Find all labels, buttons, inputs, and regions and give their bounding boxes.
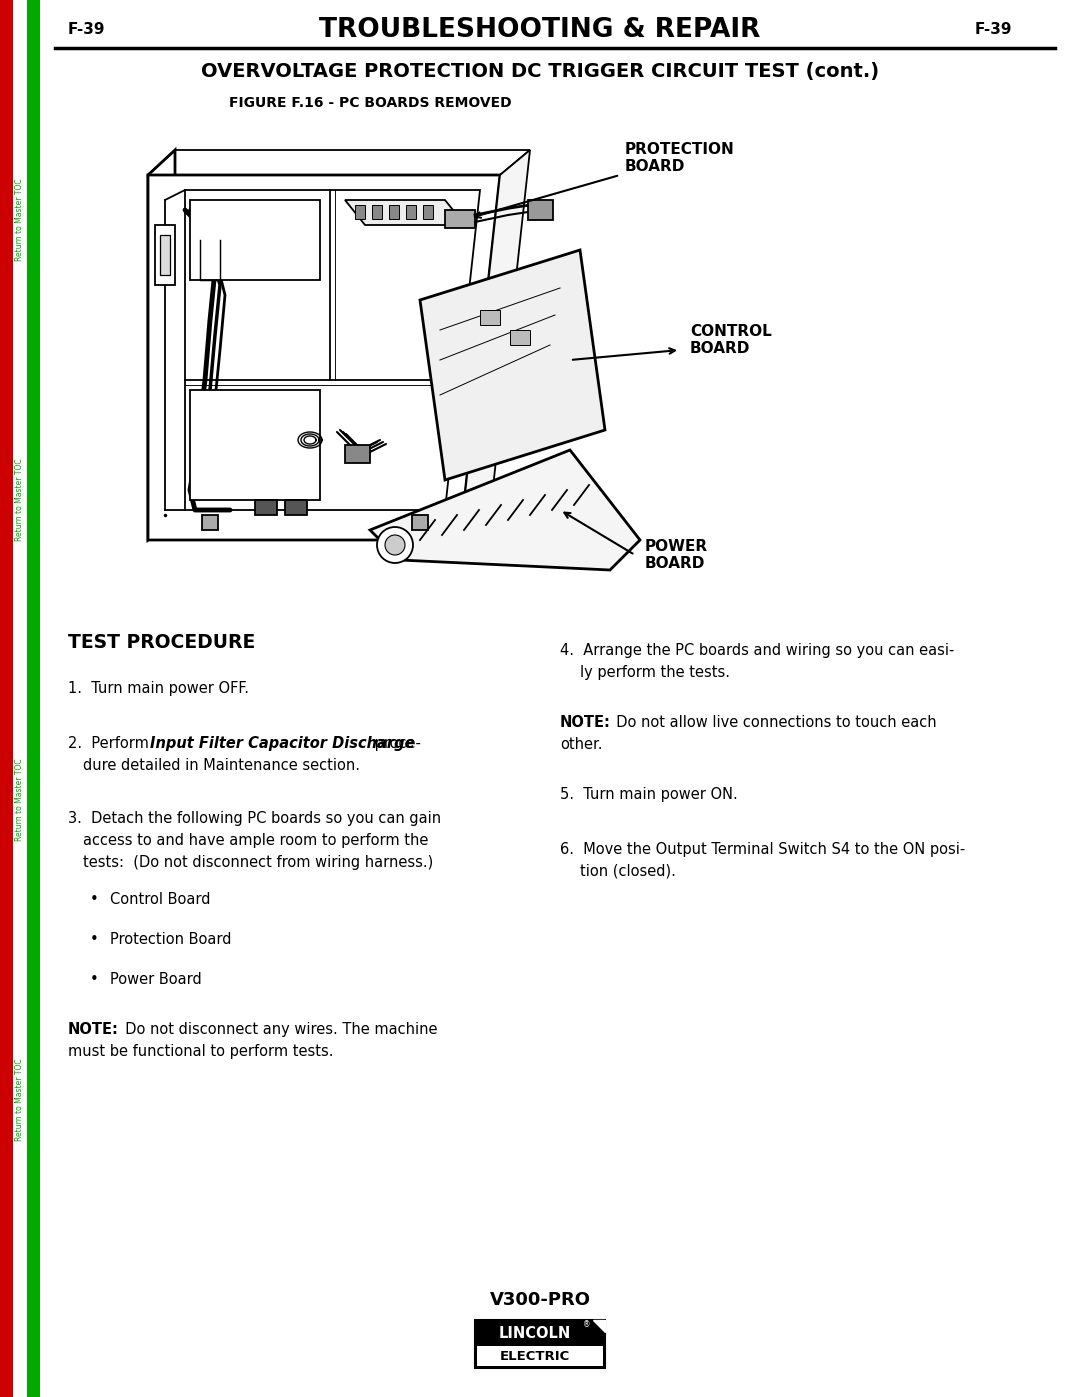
Bar	[406, 205, 416, 219]
Text: Return to Section TOC: Return to Section TOC	[2, 1058, 12, 1143]
Polygon shape	[148, 175, 500, 541]
Text: 5.  Turn main power ON.: 5. Turn main power ON.	[561, 787, 738, 802]
Text: Return to Section TOC: Return to Section TOC	[2, 458, 12, 542]
Bar	[477, 1345, 603, 1366]
Text: OVERVOLTAGE PROTECTION DC TRIGGER CIRCUIT TEST (cont.): OVERVOLTAGE PROTECTION DC TRIGGER CIRCUI…	[201, 63, 879, 81]
Text: F-39: F-39	[68, 22, 106, 38]
Polygon shape	[370, 450, 640, 570]
Text: Return to Master TOC: Return to Master TOC	[15, 1059, 25, 1141]
Text: TROUBLESHOOTING & REPAIR: TROUBLESHOOTING & REPAIR	[320, 17, 760, 43]
Text: Input Filter Capacitor Discharge: Input Filter Capacitor Discharge	[150, 736, 415, 752]
Text: F-39: F-39	[974, 22, 1012, 38]
Text: PROTECTION
BOARD: PROTECTION BOARD	[625, 142, 734, 175]
Bar	[480, 310, 500, 326]
Text: must be functional to perform tests.: must be functional to perform tests.	[68, 1044, 334, 1059]
Text: V300-PRO: V300-PRO	[489, 1291, 591, 1309]
Bar	[190, 200, 320, 279]
Text: •: •	[90, 972, 98, 988]
Text: CONTROL
BOARD: CONTROL BOARD	[690, 324, 772, 356]
Polygon shape	[593, 1320, 605, 1331]
Text: Return to Master TOC: Return to Master TOC	[15, 759, 25, 841]
Text: Control Board: Control Board	[110, 893, 211, 907]
Text: other.: other.	[561, 738, 603, 752]
Text: Return to Master TOC: Return to Master TOC	[15, 458, 25, 541]
Text: 1.  Turn main power OFF.: 1. Turn main power OFF.	[68, 680, 249, 696]
Bar	[0, 0, 13, 1397]
Text: Return to Section TOC: Return to Section TOC	[2, 177, 12, 263]
Polygon shape	[185, 190, 480, 510]
Text: ®: ®	[583, 1320, 591, 1330]
Bar	[285, 500, 307, 515]
Bar	[510, 330, 530, 345]
Text: Return to Section TOC: Return to Section TOC	[2, 757, 12, 842]
Bar	[345, 446, 370, 462]
Text: 2.  Perform: 2. Perform	[68, 736, 153, 752]
Bar	[445, 210, 475, 228]
Text: dure detailed in Maintenance section.: dure detailed in Maintenance section.	[83, 759, 360, 773]
Bar	[355, 205, 365, 219]
Text: proce-: proce-	[370, 736, 421, 752]
Bar	[27, 0, 40, 1397]
Text: •: •	[90, 893, 98, 907]
Polygon shape	[420, 250, 605, 481]
Bar	[411, 515, 428, 529]
Bar	[528, 200, 553, 219]
Text: tests:  (Do not disconnect from wiring harness.): tests: (Do not disconnect from wiring ha…	[83, 855, 433, 870]
Polygon shape	[460, 149, 530, 541]
Circle shape	[377, 527, 413, 563]
Text: Return to Master TOC: Return to Master TOC	[15, 179, 25, 261]
Text: Power Board: Power Board	[110, 972, 202, 988]
Text: FIGURE F.16 - PC BOARDS REMOVED: FIGURE F.16 - PC BOARDS REMOVED	[229, 96, 511, 110]
Bar	[423, 205, 433, 219]
Text: 4.  Arrange the PC boards and wiring so you can easi-: 4. Arrange the PC boards and wiring so y…	[561, 643, 955, 658]
Text: TEST PROCEDURE: TEST PROCEDURE	[68, 633, 255, 652]
Text: 3.  Detach the following PC boards so you can gain: 3. Detach the following PC boards so you…	[68, 812, 441, 826]
Text: access to and have ample room to perform the: access to and have ample room to perform…	[83, 833, 429, 848]
Bar	[190, 390, 320, 500]
Text: Do not allow live connections to touch each: Do not allow live connections to touch e…	[607, 715, 936, 731]
Bar	[156, 225, 175, 285]
Text: 2.  Perform: 2. Perform	[68, 736, 153, 752]
Circle shape	[384, 535, 405, 555]
Polygon shape	[345, 200, 465, 225]
Text: 6.  Move the Output Terminal Switch S4 to the ON posi-: 6. Move the Output Terminal Switch S4 to…	[561, 842, 966, 856]
Text: ly perform the tests.: ly perform the tests.	[580, 665, 730, 680]
Bar	[389, 205, 399, 219]
Bar	[475, 1320, 605, 1368]
Text: ELECTRIC: ELECTRIC	[500, 1351, 570, 1363]
Bar	[255, 500, 276, 515]
Text: NOTE:: NOTE:	[68, 1023, 119, 1037]
Text: •: •	[90, 932, 98, 947]
Text: tion (closed).: tion (closed).	[580, 863, 676, 879]
Bar	[160, 235, 170, 275]
Text: LINCOLN: LINCOLN	[499, 1326, 571, 1341]
Bar	[372, 205, 382, 219]
Text: POWER
BOARD: POWER BOARD	[645, 539, 708, 571]
Bar	[202, 515, 218, 529]
Text: NOTE:: NOTE:	[561, 715, 611, 731]
Text: Do not disconnect any wires. The machine: Do not disconnect any wires. The machine	[116, 1023, 437, 1037]
Text: Protection Board: Protection Board	[110, 932, 231, 947]
